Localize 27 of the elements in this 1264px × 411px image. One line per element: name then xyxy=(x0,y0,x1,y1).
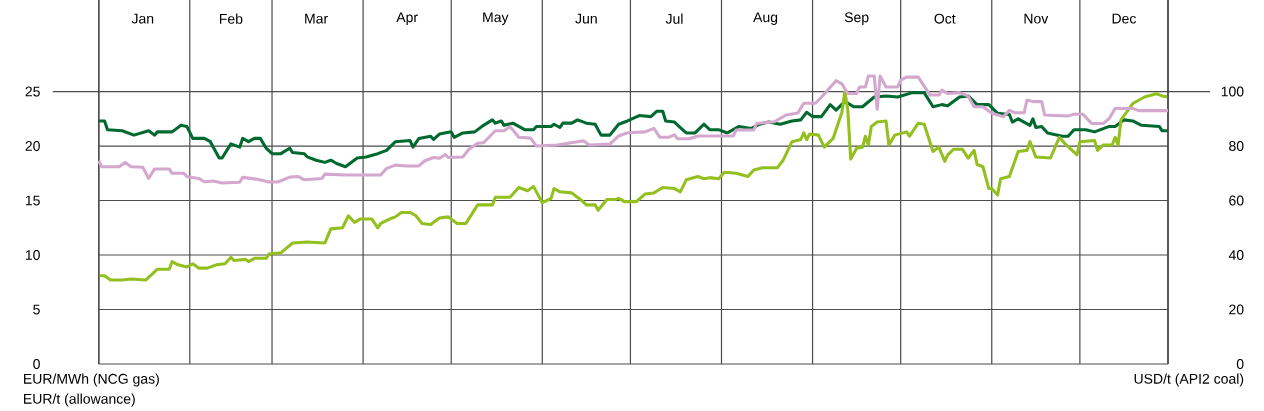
y-axis-title: EUR/MWh (NCG gas) xyxy=(24,373,159,387)
text: EUR/t (allowance) xyxy=(24,393,135,407)
y2-tick-label: 80 xyxy=(1229,141,1244,151)
x-tick-label: May xyxy=(483,12,509,25)
y2-tick-label: 40 xyxy=(1228,250,1244,260)
x-tick-label: Sep xyxy=(844,12,869,26)
y-tick-label: 0 xyxy=(33,359,40,369)
x-tick-label: Mar xyxy=(305,13,328,24)
y-tick-label: 10 xyxy=(25,250,40,260)
y2-tick-label: 60 xyxy=(1229,195,1244,206)
y2-tick-label: 0 xyxy=(1236,359,1244,369)
x-tick-label: Aug xyxy=(753,12,778,25)
x-tick-label: Nov xyxy=(1024,13,1049,24)
x-tick-label: Feb xyxy=(220,13,243,24)
x-tick-label: Jun xyxy=(575,13,597,24)
x-tick-label: Dec xyxy=(1112,13,1137,24)
y2-axis-title: USD/t (API2 coal) xyxy=(1134,373,1244,387)
x-tick-label: Apr xyxy=(396,12,418,25)
x-tick-label: Oct xyxy=(934,13,956,24)
y-tick-label: 20 xyxy=(25,141,40,151)
y2-tick-label: 100 xyxy=(1221,86,1244,97)
y-tick-label: 25 xyxy=(25,86,40,97)
y-tick-label: 5 xyxy=(33,304,40,315)
x-tick-label: Jan xyxy=(131,13,154,24)
y-tick-label: 15 xyxy=(25,195,40,206)
x-tick-label: Jul xyxy=(665,13,683,24)
y2-tick-label: 20 xyxy=(1229,304,1244,315)
